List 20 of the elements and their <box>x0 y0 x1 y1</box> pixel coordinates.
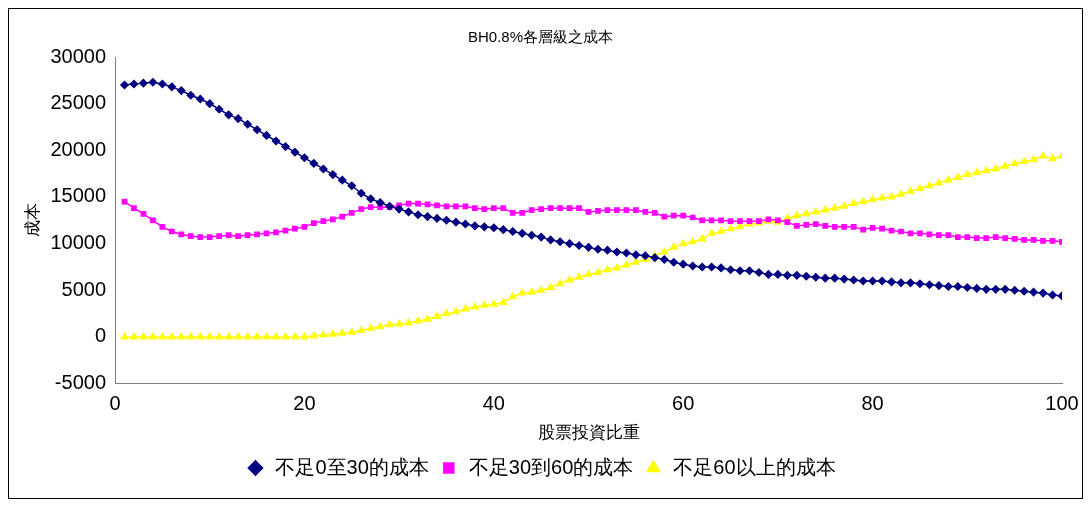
y-tick-label: 15000 <box>50 184 107 207</box>
y-tick-label: 30000 <box>50 44 107 67</box>
y-tick-label: -5000 <box>54 371 107 394</box>
chart-title: BH0.8%各層級之成本 <box>467 28 614 46</box>
x-axis-title: 股票投資比重 <box>537 423 640 443</box>
x-tick-label: 20 <box>293 392 316 415</box>
legend-label: 不足30到60的成本 <box>468 455 634 478</box>
x-tick-label: 60 <box>672 392 695 415</box>
y-tick-label: 0 <box>94 324 107 347</box>
x-tick-label: 40 <box>482 392 505 415</box>
y-axis-title: 成本 <box>22 203 42 238</box>
y-tick-label: 10000 <box>50 231 107 254</box>
y-tick-label: 20000 <box>50 137 107 160</box>
legend-label: 不足0至30的成本 <box>275 455 429 478</box>
legend-label: 不足60以上的成本 <box>673 455 836 478</box>
x-tick-label: 80 <box>861 392 884 415</box>
y-tick-label: 5000 <box>61 277 107 300</box>
y-tick-label: 25000 <box>50 91 107 114</box>
x-tick-label: 0 <box>109 392 121 415</box>
x-tick-label: 100 <box>1045 392 1079 415</box>
